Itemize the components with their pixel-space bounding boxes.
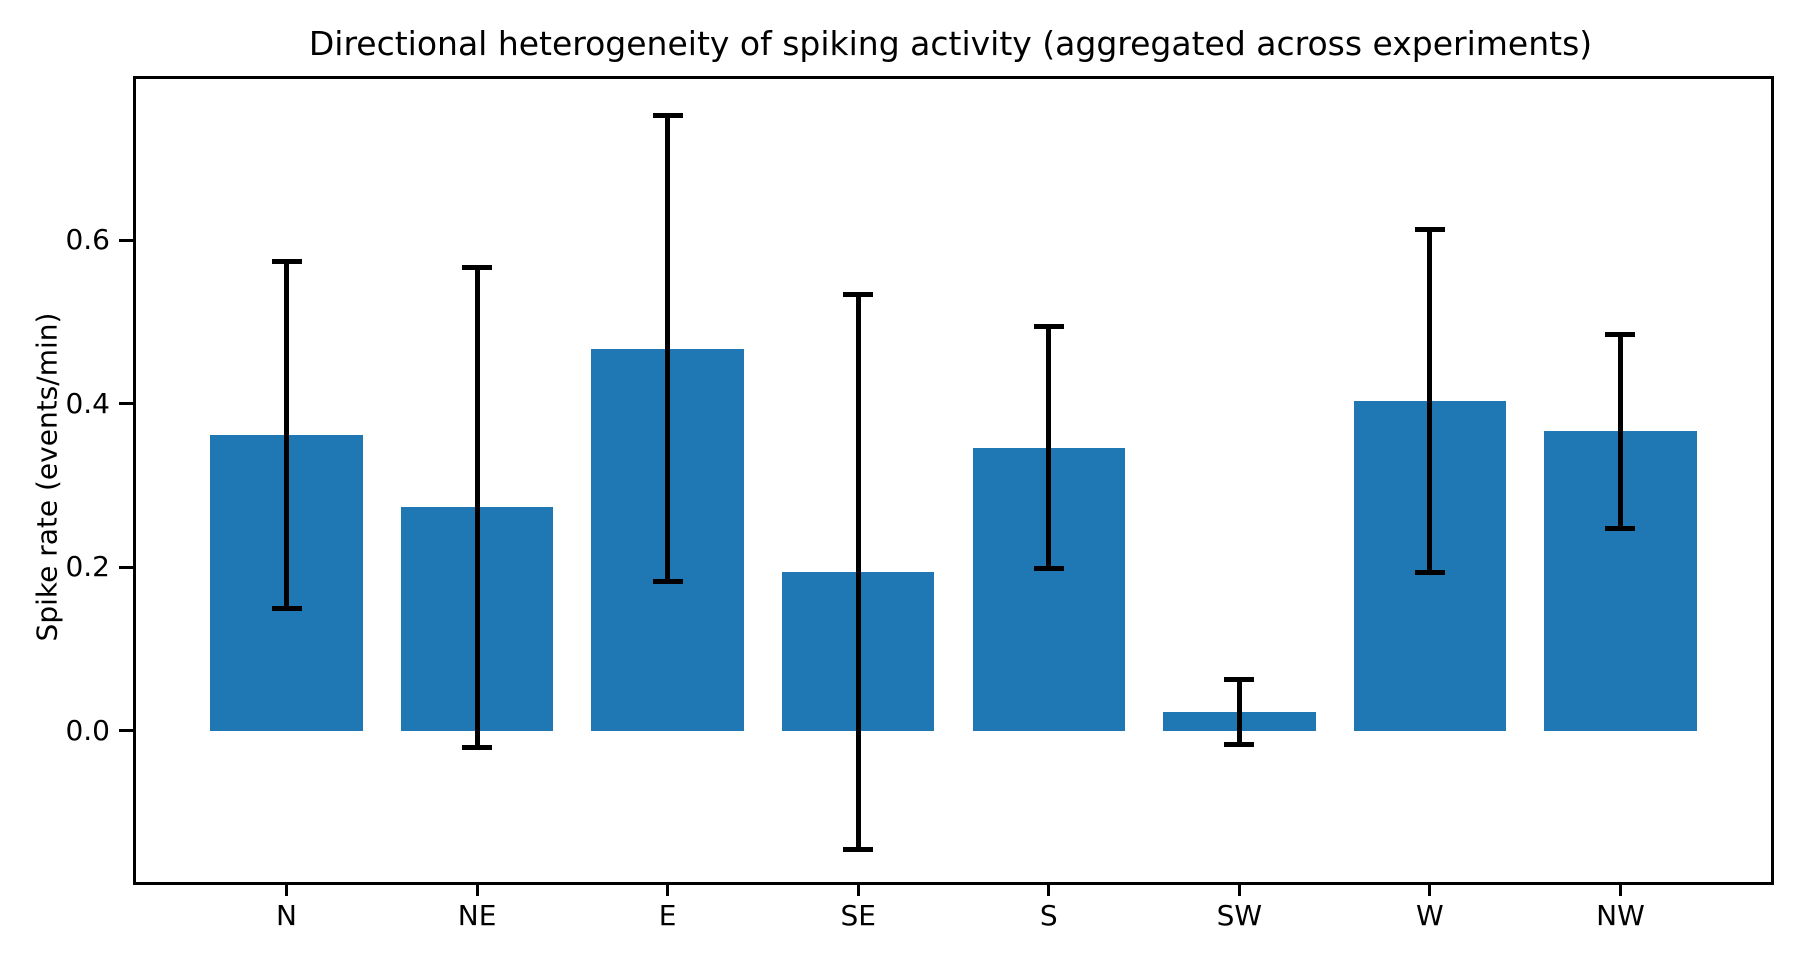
error-bar-SW [1236, 679, 1242, 745]
error-cap-upper-S [1033, 324, 1064, 330]
error-bar-NE [474, 267, 480, 748]
error-cap-upper-NE [462, 265, 493, 271]
x-tick-label-E: E [658, 899, 677, 932]
x-tick-mark-NW [1618, 882, 1622, 896]
x-tick-mark-SE [856, 882, 860, 896]
error-cap-lower-NE [462, 744, 493, 750]
error-cap-upper-NW [1605, 331, 1636, 337]
error-cap-lower-N [271, 605, 302, 611]
x-tick-label-NW: NW [1596, 899, 1645, 932]
y-tick-mark-0.6 [119, 238, 133, 242]
error-bar-SE [855, 294, 861, 850]
x-tick-mark-NE [475, 882, 479, 896]
x-tick-mark-SW [1237, 882, 1241, 896]
x-tick-mark-E [666, 882, 670, 896]
x-tick-label-SE: SE [840, 899, 876, 932]
error-cap-upper-SE [843, 292, 874, 298]
y-axis-label: Spike rate (events/min) [30, 312, 64, 642]
x-tick-label-NE: NE [457, 899, 497, 932]
y-tick-mark-0.2 [119, 565, 133, 569]
plot-area: 0.0 0.2 0.4 0.6 N NE E SE S SW W NW [65, 76, 1774, 932]
y-tick-mark-0.0 [119, 729, 133, 733]
error-cap-lower-NW [1605, 526, 1636, 532]
error-cap-lower-SE [843, 846, 874, 852]
y-tick-label: 0.0 [65, 713, 110, 747]
x-tick-label-W: W [1416, 899, 1444, 932]
error-cap-upper-W [1414, 226, 1445, 232]
error-bar-E [665, 115, 671, 582]
error-cap-upper-SW [1224, 676, 1255, 682]
error-bar-NW [1617, 334, 1623, 529]
y-tick-label: 0.2 [65, 550, 110, 584]
error-bar-N [284, 261, 290, 609]
error-cap-lower-S [1033, 566, 1064, 572]
x-tick-mark-S [1047, 882, 1051, 896]
chart-title: Directional heterogeneity of spiking act… [308, 24, 1593, 63]
y-tick-label: 0.6 [65, 223, 110, 257]
error-cap-upper-E [652, 113, 683, 119]
error-bar-W [1427, 229, 1433, 573]
x-tick-mark-N [285, 882, 289, 896]
y-tick-label: 0.4 [65, 386, 110, 420]
error-cap-lower-W [1414, 570, 1445, 576]
error-bar-S [1046, 326, 1052, 569]
x-tick-label-S: S [1039, 899, 1058, 932]
error-cap-upper-N [271, 258, 302, 264]
x-tick-label-N: N [276, 899, 297, 932]
x-tick-label-SW: SW [1216, 899, 1263, 932]
x-tick-mark-W [1428, 882, 1432, 896]
error-cap-lower-SW [1224, 742, 1255, 748]
y-tick-mark-0.4 [119, 402, 133, 406]
error-cap-lower-E [652, 579, 683, 585]
